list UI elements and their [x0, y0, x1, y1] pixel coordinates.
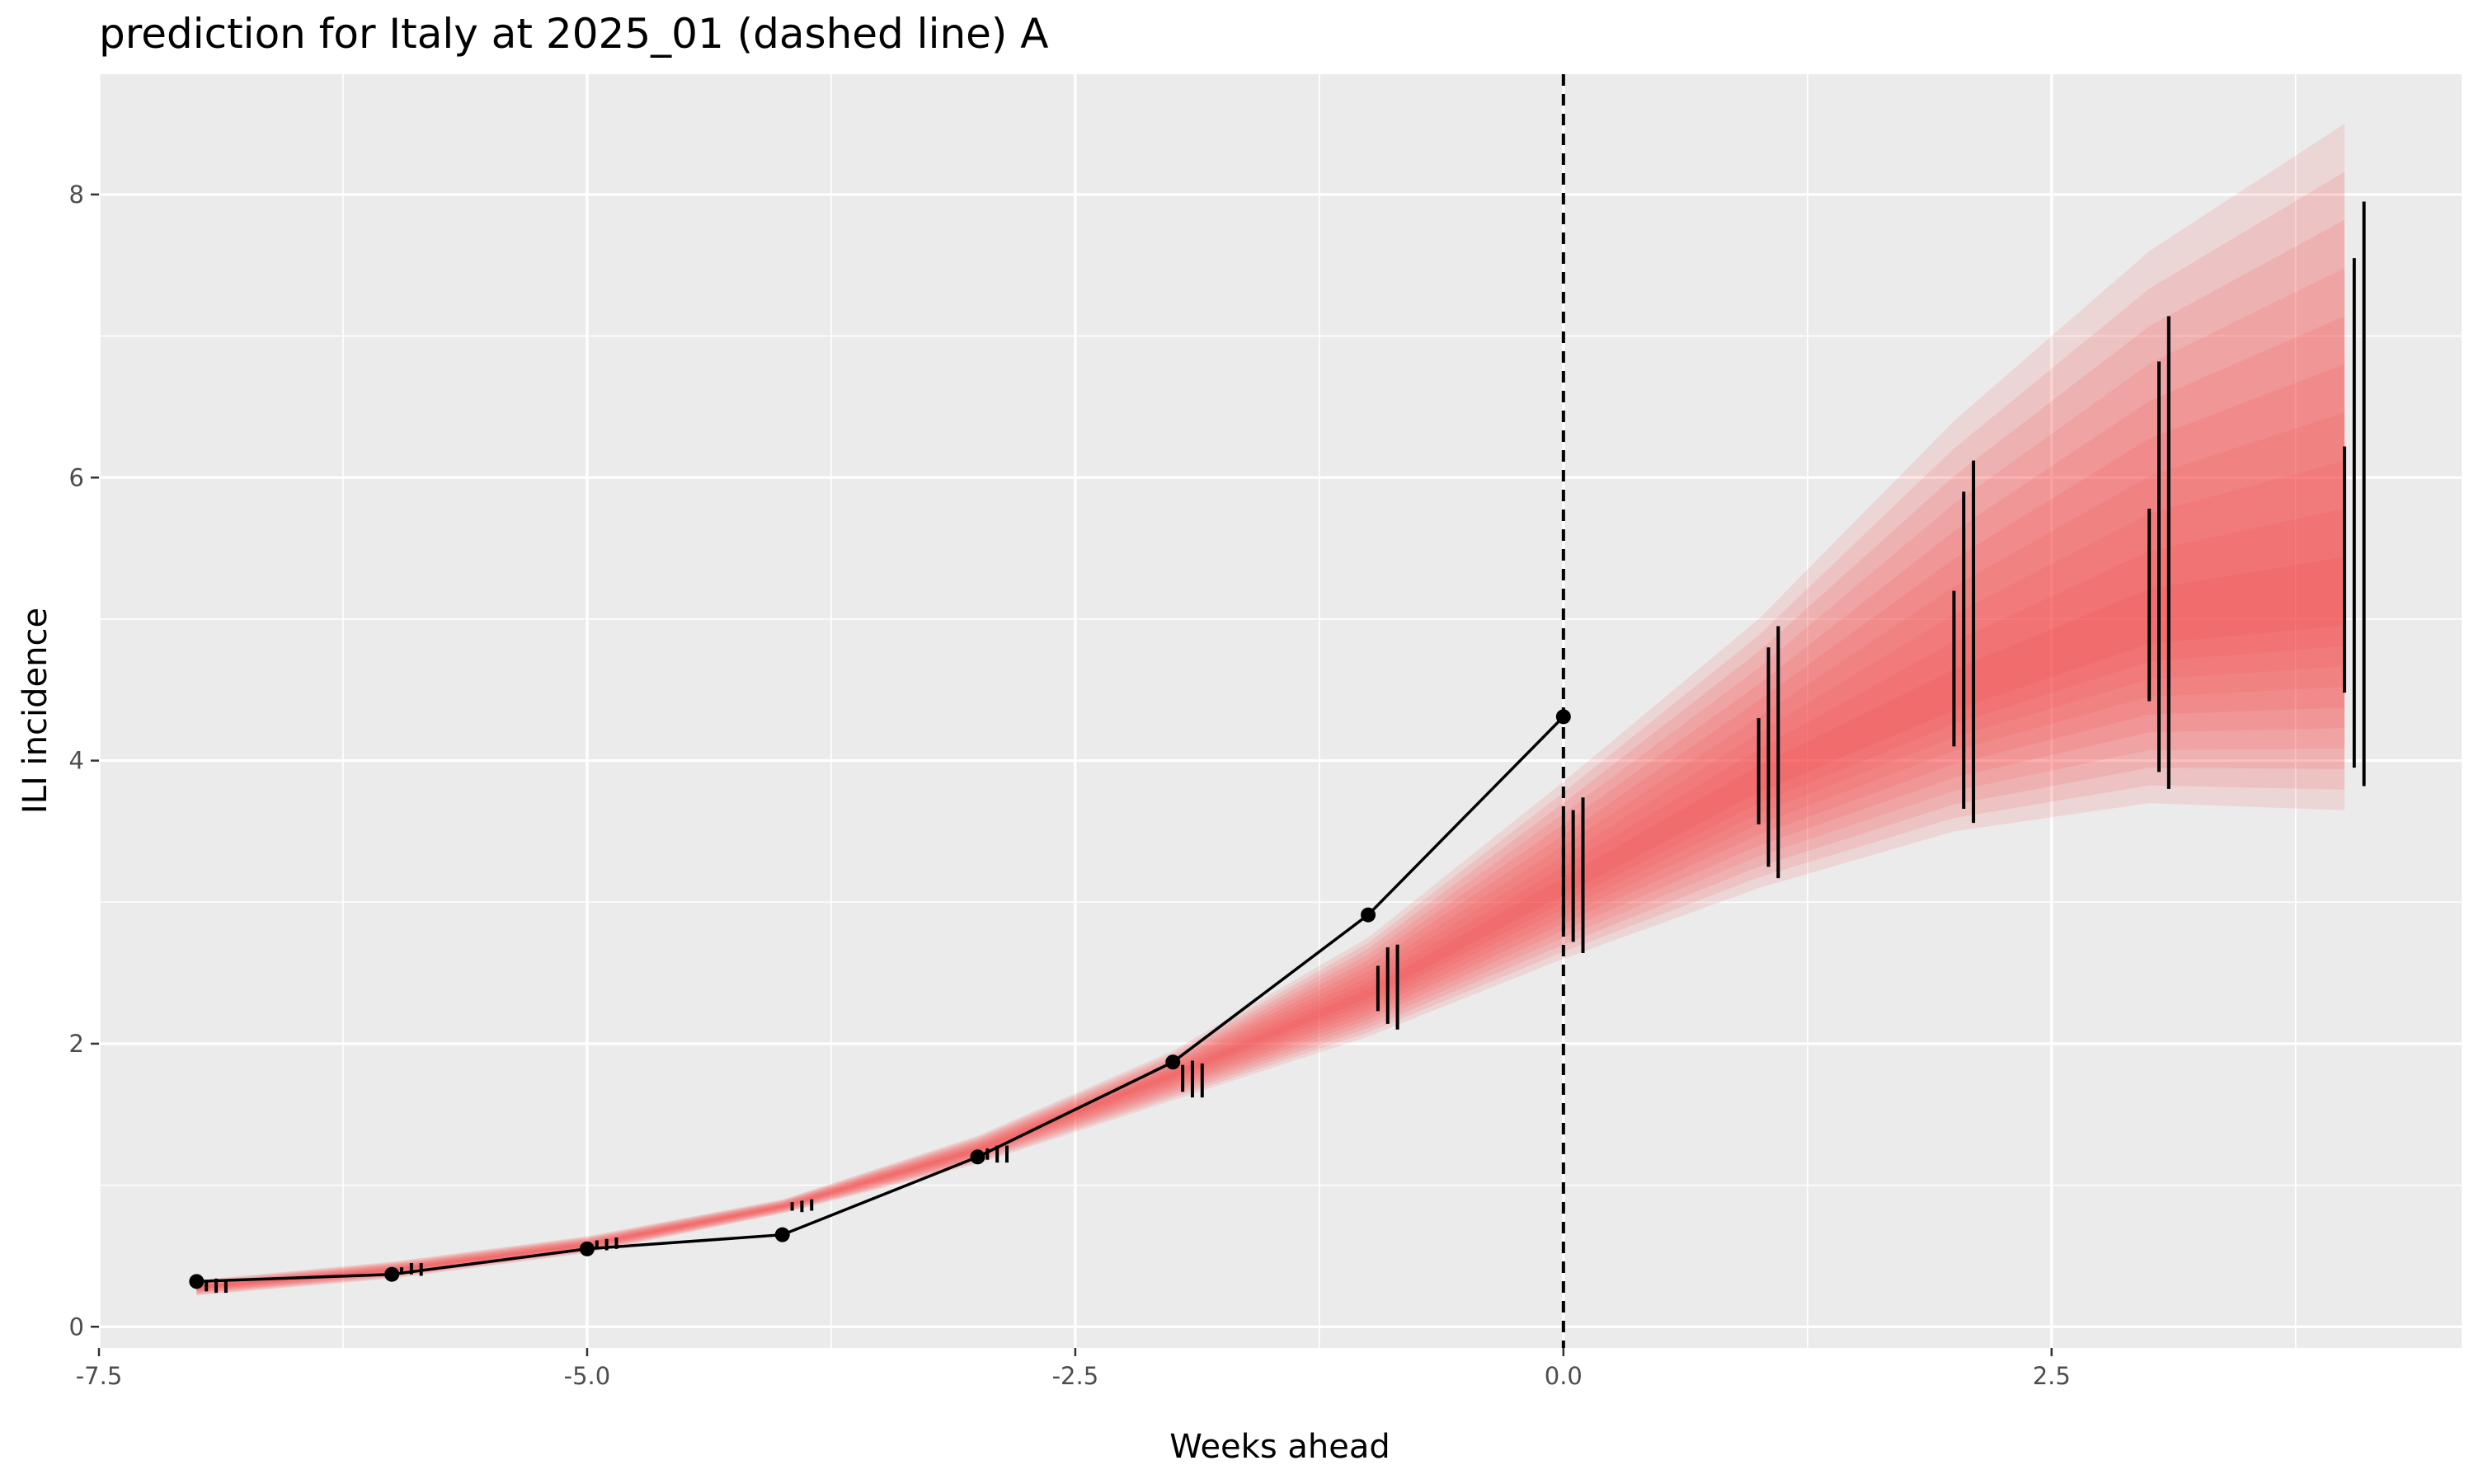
observed-point — [774, 1227, 790, 1242]
forecast-band-level — [196, 460, 2345, 1290]
forecast-band — [196, 124, 2345, 1296]
grid-minor — [99, 74, 2462, 1348]
x-tick-label: -7.5 — [76, 1362, 123, 1390]
axes: -7.5 -5.0 -2.5 0.0 2.5 0 2 4 6 8 — [69, 181, 2071, 1390]
prediction-intervals — [205, 201, 2366, 1294]
observed-point — [579, 1241, 595, 1256]
forecast-band-level — [196, 171, 2345, 1295]
y-tick-label: 6 — [69, 463, 84, 491]
grid-major — [97, 74, 2462, 1348]
y-tick-label: 0 — [69, 1313, 84, 1341]
forecast-band-level — [196, 364, 2345, 1292]
observed-point — [1361, 907, 1376, 923]
forecast-band-level — [196, 556, 2345, 1289]
chart-title: prediction for Italy at 2025_01 (dashed … — [99, 10, 1049, 58]
observed-point — [384, 1266, 400, 1282]
observed-point — [1555, 709, 1571, 725]
forecast-band-level — [196, 219, 2345, 1294]
x-tick-label: 0.0 — [1545, 1362, 1583, 1390]
x-tick-label: -5.0 — [564, 1362, 611, 1390]
forecast-band-level — [196, 124, 2345, 1296]
y-tick-label: 2 — [69, 1030, 84, 1058]
forecast-band-level — [196, 412, 2345, 1291]
x-tick-label: 2.5 — [2033, 1362, 2071, 1390]
observed-point — [189, 1274, 205, 1289]
x-axis-title: Weeks ahead — [1169, 1428, 1390, 1466]
observed-point — [1165, 1054, 1181, 1070]
forecast-band-level — [196, 509, 2345, 1289]
y-axis-title: ILI incidence — [16, 608, 54, 814]
forecast-band-level — [196, 268, 2345, 1294]
observed-point — [970, 1149, 985, 1165]
y-tick-label: 8 — [69, 181, 84, 209]
observed-line — [196, 716, 1565, 1284]
y-tick-label: 4 — [69, 747, 84, 775]
observed-series — [189, 709, 1571, 1289]
plot-panel — [99, 74, 2462, 1348]
x-tick-label: -2.5 — [1052, 1362, 1099, 1390]
